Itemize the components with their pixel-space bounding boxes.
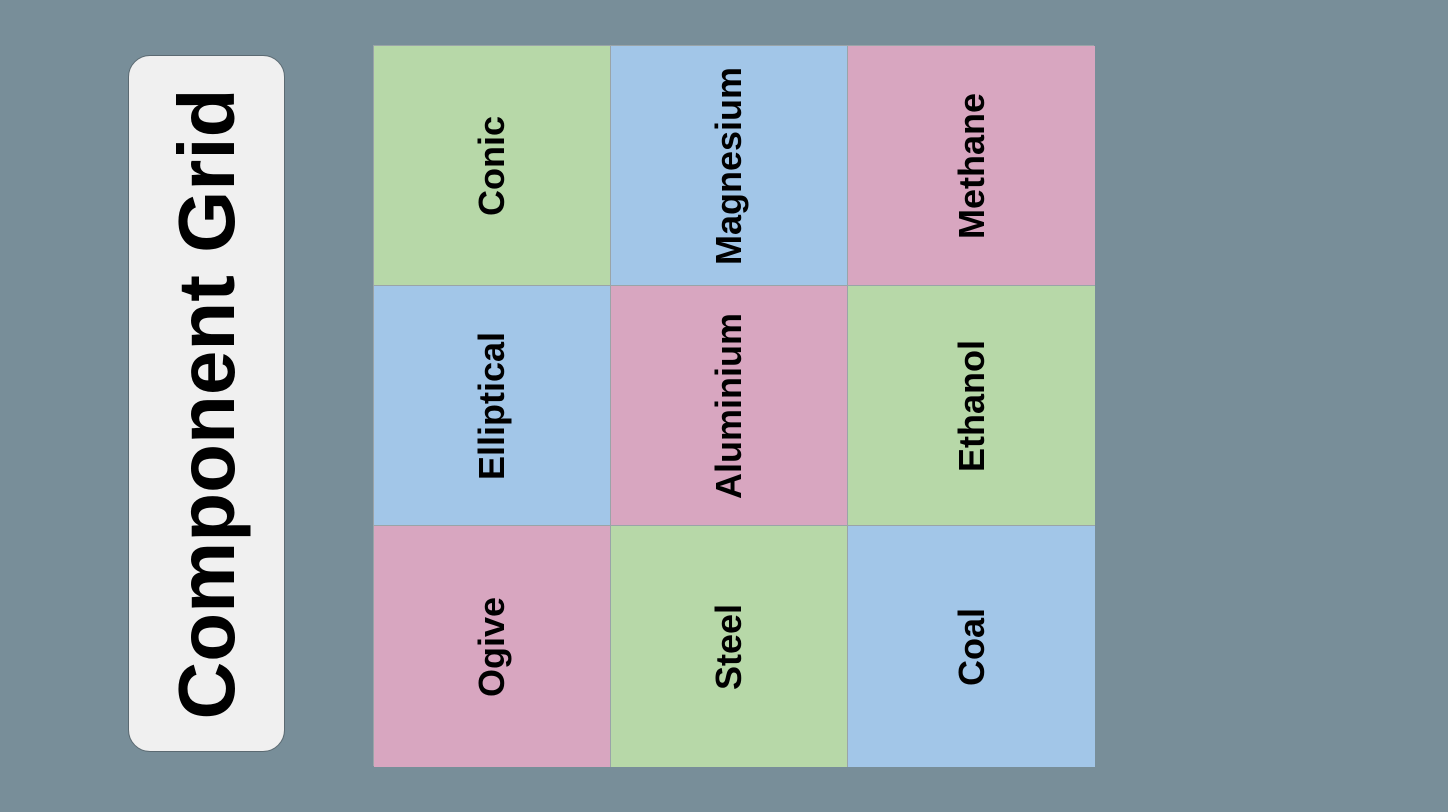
page-title: Component Grid: [161, 87, 251, 720]
grid-cell-methane[interactable]: Methane: [848, 46, 1095, 286]
grid-cell-label: Coal: [950, 607, 992, 686]
grid-cell-label: Conic: [471, 115, 512, 216]
grid-cell-elliptical[interactable]: Elliptical: [374, 286, 611, 526]
title-panel: Component Grid: [128, 55, 285, 752]
grid-cell-label: Ethanol: [950, 339, 992, 472]
grid-cell-aluminium[interactable]: Aluminium: [611, 286, 848, 526]
grid-cell-magnesium[interactable]: Magnesium: [611, 46, 848, 286]
grid-cell-label: Elliptical: [471, 331, 512, 480]
grid-cell-ogive[interactable]: Ogive: [374, 526, 611, 767]
grid-cell-coal[interactable]: Coal: [848, 526, 1095, 767]
grid-cell-label: Magnesium: [708, 66, 749, 265]
component-grid: Conic Magnesium Methane Elliptical Alumi…: [373, 45, 1095, 767]
grid-cell-label: Ogive: [471, 596, 512, 697]
grid-cell-steel[interactable]: Steel: [611, 526, 848, 767]
grid-cell-label: Methane: [950, 92, 992, 239]
grid-cell-conic[interactable]: Conic: [374, 46, 611, 286]
grid-cell-ethanol[interactable]: Ethanol: [848, 286, 1095, 526]
grid-cell-label: Steel: [708, 603, 749, 690]
grid-cell-label: Aluminium: [708, 312, 749, 499]
